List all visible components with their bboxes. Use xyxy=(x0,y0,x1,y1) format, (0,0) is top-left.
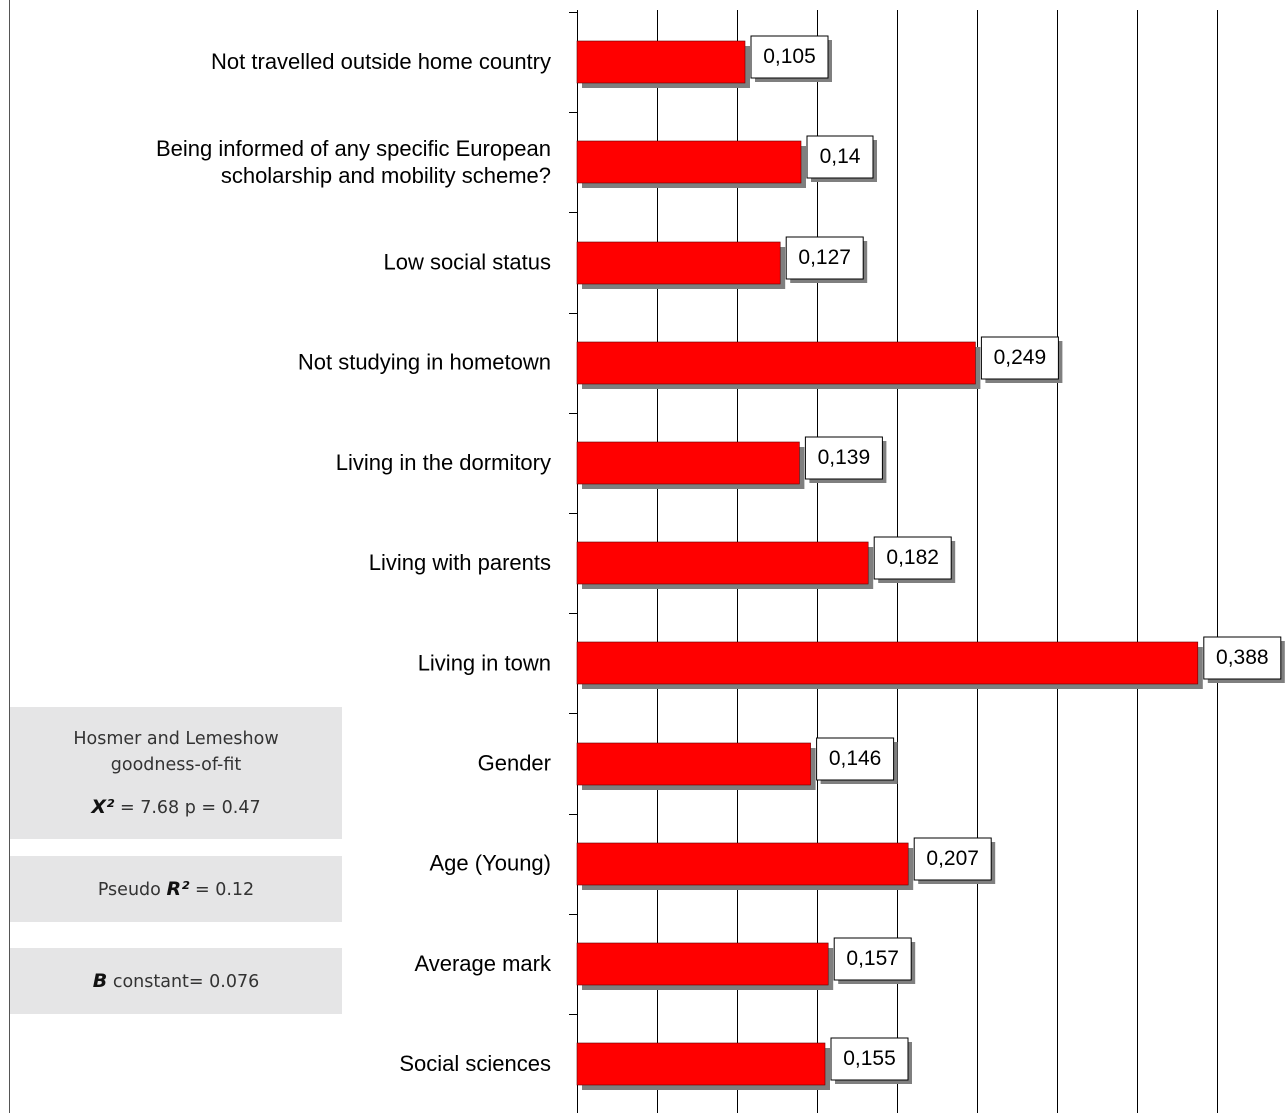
bar xyxy=(576,541,869,585)
value-label: 0,207 xyxy=(926,847,979,870)
value-label: 0,388 xyxy=(1216,646,1269,669)
chi-square-symbol: X² xyxy=(91,795,115,818)
value-label-box xyxy=(833,937,912,981)
chi-square-value: = 7.68 p = 0.47 xyxy=(119,797,261,818)
pseudo-prefix: Pseudo xyxy=(97,879,161,900)
value-label-box xyxy=(816,737,895,781)
bar xyxy=(576,942,829,986)
value-label-box xyxy=(806,135,874,179)
category-label: Age (Young) xyxy=(429,851,551,876)
value-label: 0,127 xyxy=(798,246,851,269)
bar xyxy=(576,341,976,385)
bar xyxy=(576,241,781,285)
category-label: Social sciences xyxy=(399,1051,551,1076)
bar xyxy=(576,742,811,786)
hl-title-line1: Hosmer and Lemeshow xyxy=(73,728,279,749)
category-label: Living in the dormitory xyxy=(336,450,551,475)
value-label-box xyxy=(980,336,1059,380)
pseudo-r2-value: = 0.12 xyxy=(194,879,255,900)
value-label: 0,139 xyxy=(818,446,871,469)
category-label: scholarship and mobility scheme? xyxy=(221,163,551,188)
value-label-box xyxy=(913,837,992,881)
category-label: Not studying in hometown xyxy=(298,350,551,375)
category-label: Not travelled outside home country xyxy=(211,49,551,74)
value-label: 0,155 xyxy=(843,1047,896,1070)
category-label: Living in town xyxy=(418,650,551,675)
b-constant-box: B constant= 0.076 xyxy=(10,948,342,1014)
value-label-box xyxy=(873,536,952,580)
chi-square-line: X² = 7.68 p = 0.47 xyxy=(91,794,260,821)
bar xyxy=(576,40,746,84)
bar xyxy=(576,641,1199,685)
r2-symbol: R² xyxy=(166,877,190,900)
value-label-box xyxy=(750,35,829,79)
value-label: 0,182 xyxy=(886,546,939,569)
value-label: 0,249 xyxy=(994,346,1047,369)
value-label: 0,146 xyxy=(829,747,882,770)
pseudo-r2-line: Pseudo R² = 0.12 xyxy=(98,876,254,903)
value-label: 0,14 xyxy=(820,145,861,168)
category-label: Gender xyxy=(478,751,551,776)
value-label: 0,157 xyxy=(846,947,899,970)
bar xyxy=(576,441,800,485)
value-label-box xyxy=(1203,636,1282,680)
category-label: Living with parents xyxy=(369,550,551,575)
b-symbol: B xyxy=(92,969,108,992)
b-constant-value: constant= 0.076 xyxy=(112,971,260,992)
hl-title-line2: goodness-of-fit xyxy=(110,754,242,775)
bar xyxy=(576,842,909,886)
category-label: Average mark xyxy=(414,951,552,976)
b-constant-line: B constant= 0.076 xyxy=(93,968,259,995)
value-label-box xyxy=(830,1037,909,1081)
category-label: Low social status xyxy=(383,250,551,275)
category-label: Being informed of any specific European xyxy=(156,136,551,161)
value-label-box xyxy=(804,436,883,480)
value-label: 0,105 xyxy=(763,45,816,68)
bar xyxy=(576,1042,826,1086)
pseudo-r2-box: Pseudo R² = 0.12 xyxy=(10,856,342,922)
left-border-line xyxy=(9,0,10,1113)
bar xyxy=(576,140,802,184)
hosmer-lemeshow-box: Hosmer and Lemeshow goodness-of-fit X² =… xyxy=(10,707,342,839)
value-label-box xyxy=(785,236,864,280)
